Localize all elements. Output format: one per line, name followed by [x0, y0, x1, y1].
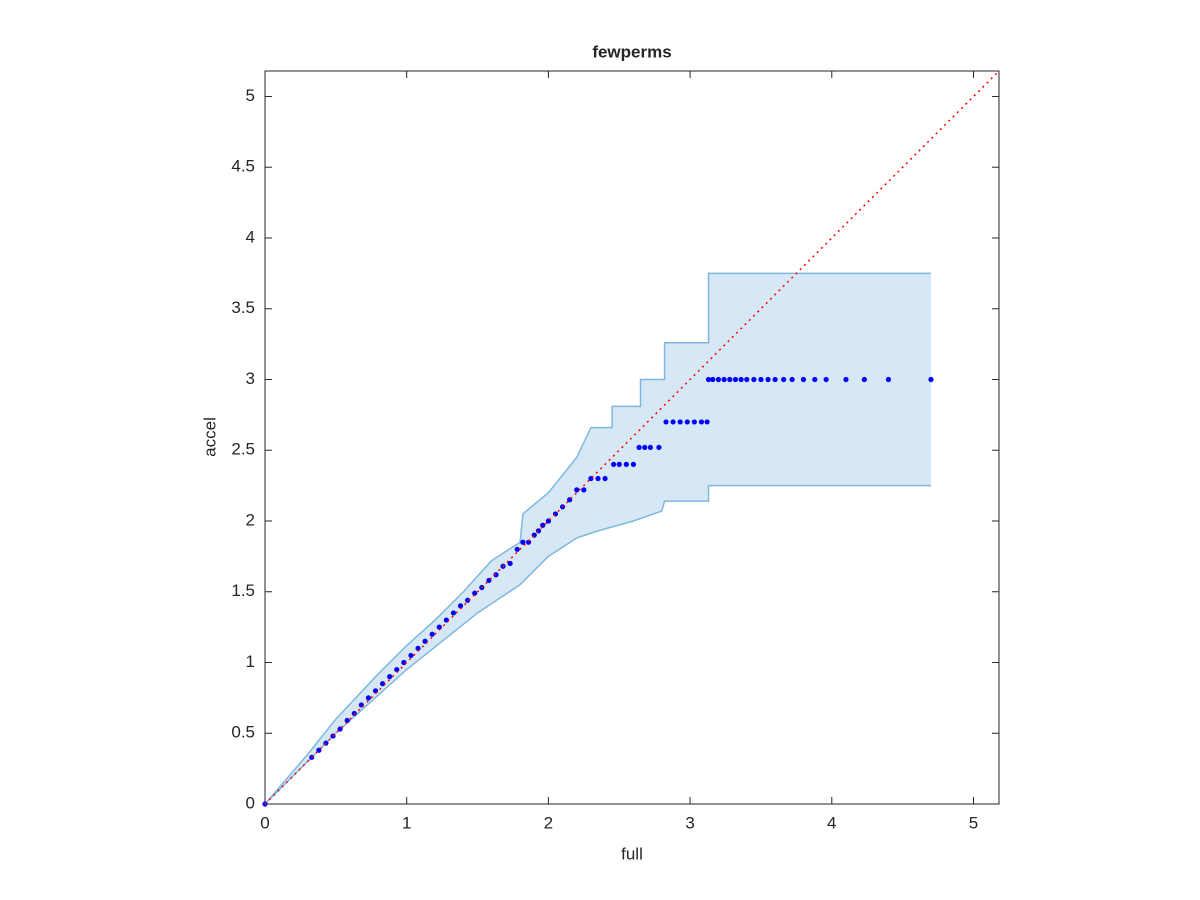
scatter-point	[623, 461, 629, 467]
scatter-point	[552, 511, 559, 517]
scatter-point	[758, 376, 764, 383]
scatter-point	[704, 419, 710, 425]
scatter-point	[372, 688, 379, 694]
x-tick-label: 0	[260, 813, 269, 832]
scatter-point	[610, 461, 617, 467]
scatter-point	[670, 419, 676, 425]
reference-line	[264, 70, 1000, 805]
chart-title: fewperms	[592, 42, 671, 61]
scatter-point	[415, 645, 421, 651]
scatter-point	[765, 376, 771, 383]
confidence-band	[265, 273, 931, 804]
scatter-point	[698, 419, 705, 425]
scatter-point	[514, 546, 520, 552]
scatter-point	[823, 376, 829, 383]
scatter-point	[812, 376, 818, 383]
scatter-point	[531, 532, 537, 538]
scatter-point	[465, 597, 471, 603]
scatter-point	[630, 461, 637, 467]
scatter-point	[316, 747, 322, 753]
scatter-point	[928, 376, 934, 383]
scatter-point	[581, 487, 587, 493]
x-tick-label: 4	[827, 813, 836, 832]
scatter-point	[450, 610, 457, 616]
scatter-point	[323, 740, 329, 746]
scatter-point	[721, 376, 727, 383]
scatter-point	[861, 376, 867, 383]
x-axis-label: full	[621, 844, 643, 863]
scatter-point	[344, 717, 350, 724]
scatter-point	[540, 522, 546, 528]
scatter-point	[574, 487, 580, 493]
scatter-point	[663, 419, 669, 425]
scatter-point	[436, 624, 442, 630]
y-tick-label: 1.5	[231, 581, 255, 600]
scatter-point	[800, 376, 807, 383]
scatter-point	[772, 376, 778, 383]
scatter-point	[408, 652, 414, 659]
scatter-point	[789, 376, 795, 383]
scatter-point	[677, 419, 683, 425]
scatter-point	[715, 376, 722, 383]
scatter-point	[472, 590, 478, 596]
scatter-point	[507, 560, 513, 567]
x-tick-label: 2	[544, 813, 553, 832]
scatter-point	[616, 461, 622, 467]
band-edge-upper	[264, 272, 931, 805]
scatter-point	[429, 631, 435, 637]
scatter-point	[781, 376, 787, 383]
scatter-point	[738, 376, 744, 383]
y-tick-label: 1	[246, 652, 255, 671]
y-tick-label: 4	[246, 227, 255, 246]
scatter-point	[365, 695, 372, 701]
scatter-point	[751, 376, 757, 383]
scatter-point	[843, 376, 849, 383]
scatter-point	[691, 419, 697, 425]
scatter-point	[457, 603, 464, 609]
scatter-point	[705, 376, 712, 383]
y-tick-label: 0	[246, 793, 255, 812]
y-tick-label: 3.5	[231, 298, 255, 317]
y-tick-label: 3	[246, 369, 255, 388]
scatter-point	[744, 376, 750, 383]
scatter-point	[647, 444, 654, 451]
y-tick-label: 5	[246, 86, 255, 105]
scatter-point	[520, 539, 526, 545]
scatter-point	[642, 444, 648, 451]
axes-box	[264, 70, 1000, 805]
scatter-point	[710, 376, 716, 383]
scatter-point	[732, 376, 739, 383]
scatter-point	[394, 666, 400, 673]
scatter-point	[387, 674, 393, 680]
x-tick-label: 3	[685, 813, 694, 832]
band-edge-lower	[264, 484, 931, 805]
scatter-point	[351, 710, 357, 717]
x-tick-label: 5	[969, 813, 978, 832]
y-tick-label: 2.5	[231, 440, 255, 459]
scatter-point	[337, 726, 343, 732]
scatter-point	[684, 419, 690, 425]
scatter-point	[595, 475, 601, 482]
x-tick-label: 1	[402, 813, 411, 832]
y-axis-label: accel	[200, 417, 219, 457]
scatter-point	[727, 376, 733, 383]
scatter-point	[525, 539, 532, 545]
scatter-point	[656, 444, 662, 451]
scatter-point	[602, 475, 608, 482]
scatter-point	[885, 376, 892, 383]
scatter-point	[535, 528, 542, 534]
y-tick-label: 2	[246, 510, 255, 529]
scatter-point	[493, 572, 499, 578]
y-tick-label: 4.5	[231, 157, 255, 176]
y-tick-label: 0.5	[231, 723, 255, 742]
scatter-point	[636, 444, 642, 451]
